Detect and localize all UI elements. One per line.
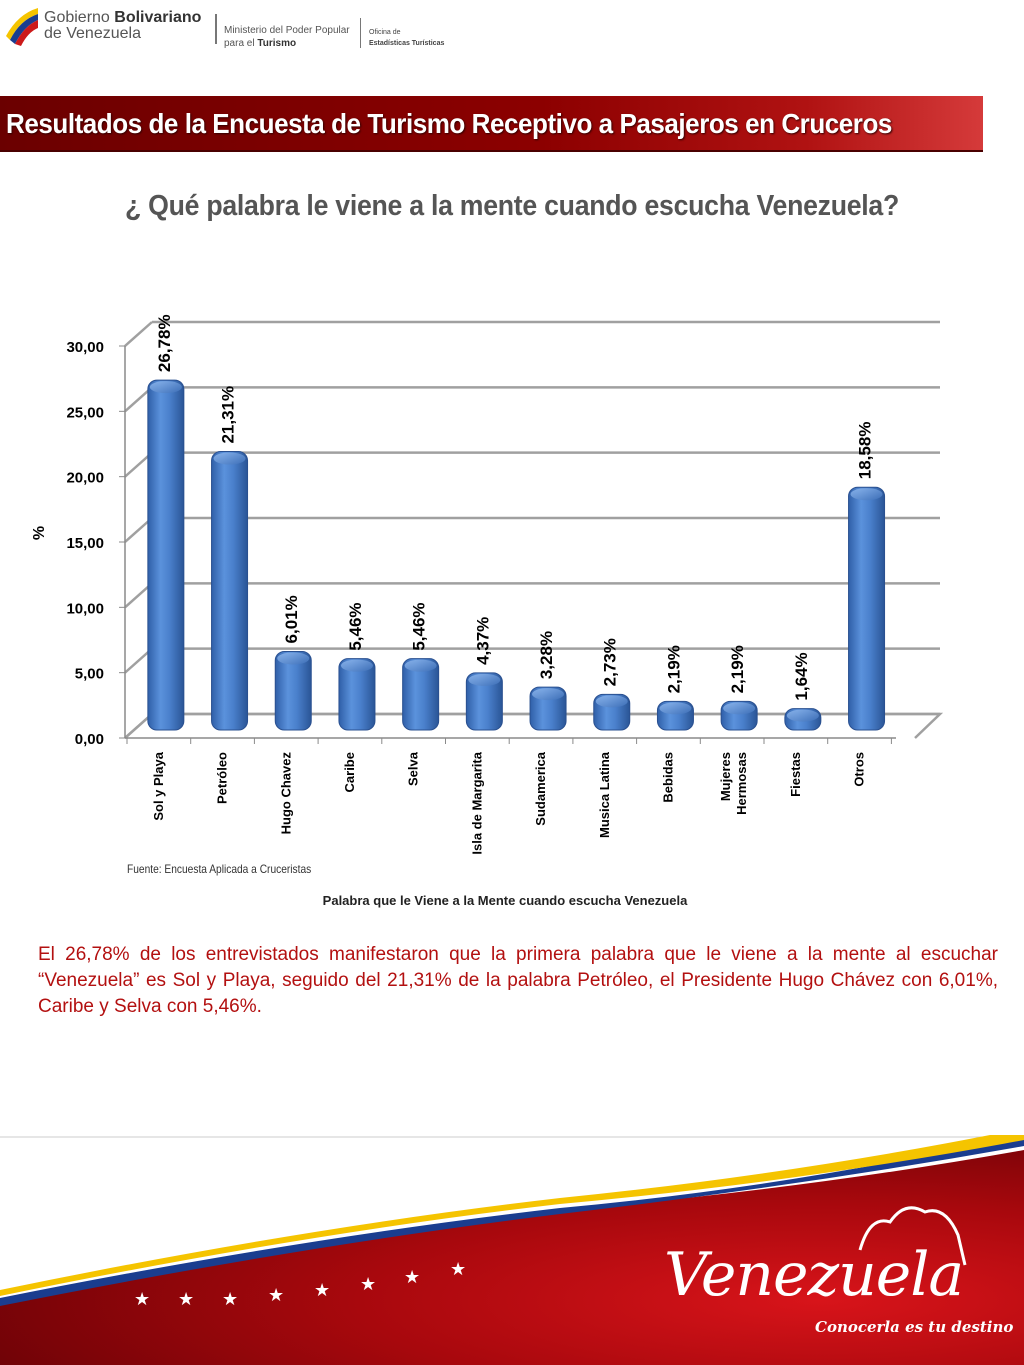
y-tick-label: 5,00 xyxy=(75,666,104,683)
gov-line2: de Venezuela xyxy=(44,25,141,42)
bar xyxy=(656,700,694,731)
bar xyxy=(274,650,312,731)
office-line1: Oficina de xyxy=(369,29,401,36)
data-label: 26,78% xyxy=(155,314,174,372)
category-label: Caribe xyxy=(342,752,357,792)
category-label: MujeresHermosas xyxy=(718,752,749,815)
category-label: Isla de Margarita xyxy=(469,751,484,854)
svg-text:★: ★ xyxy=(178,1289,194,1310)
category-label: Sudamerica xyxy=(533,751,548,825)
bar xyxy=(465,672,503,731)
bar xyxy=(848,486,886,731)
office-line2: Estadísticas Turísticas xyxy=(369,40,445,47)
footer-slogan: Conocerla es tu destino xyxy=(815,1318,1014,1336)
footer-banner: ★ ★ ★ ★ ★ ★ ★ ★ xyxy=(0,1135,1024,1365)
header-separator xyxy=(215,14,217,44)
office-logo-text: Oficina de Estadísticas Turísticas xyxy=(369,27,444,49)
gov-line1-b: Bolivariano xyxy=(114,9,202,26)
tepui-mountain-icon xyxy=(858,1206,967,1266)
data-label: 2,73% xyxy=(601,638,620,686)
category-label: Fiestas xyxy=(788,752,803,797)
y-tick-label: 30,00 xyxy=(66,339,104,356)
category-label: Petróleo xyxy=(215,752,230,804)
y-tick-label: 20,00 xyxy=(66,470,104,487)
svg-text:★: ★ xyxy=(268,1285,284,1306)
data-label: 5,46% xyxy=(410,602,429,650)
header-separator-2 xyxy=(360,18,361,48)
y-tick-label: 0,00 xyxy=(75,731,104,748)
category-label: Sol y Playa xyxy=(151,751,166,820)
data-label: 2,19% xyxy=(728,645,747,693)
page-title: Resultados de la Encuesta de Turismo Rec… xyxy=(6,108,892,139)
data-label: 21,31% xyxy=(219,386,238,444)
ministry-line1: Ministerio del Poder Popular xyxy=(224,25,350,36)
ministry-logo-text: Ministerio del Poder Popular para el Tur… xyxy=(224,24,350,50)
ministry-line2-a: para el xyxy=(224,38,255,49)
y-axis-label: % xyxy=(31,526,48,540)
svg-text:★: ★ xyxy=(222,1289,238,1310)
chart-caption: Palabra que le Viene a la Mente cuando e… xyxy=(322,893,688,908)
government-logo-text: Gobierno Bolivariano de Venezuela xyxy=(44,10,201,42)
data-label: 3,28% xyxy=(537,631,556,679)
data-label: 18,58% xyxy=(856,422,875,480)
title-banner: Resultados de la Encuesta de Turismo Rec… xyxy=(0,96,983,152)
svg-text:★: ★ xyxy=(404,1267,420,1288)
summary-paragraph: El 26,78% de los entrevistados manifesta… xyxy=(38,944,998,1017)
category-label: Musica Latina xyxy=(597,751,612,838)
venezuela-flag-logo-icon xyxy=(6,8,38,46)
bar xyxy=(593,693,631,731)
bar xyxy=(147,379,185,731)
footer-brand: Venezuela xyxy=(664,1240,964,1310)
category-label: Bebidas xyxy=(660,752,675,803)
y-tick-label: 25,00 xyxy=(66,404,104,421)
bar xyxy=(529,686,567,731)
bar xyxy=(211,451,249,731)
bar xyxy=(402,658,440,731)
source-note: Fuente: Encuesta Aplicada a Cruceristas xyxy=(127,862,312,876)
footer-stars: ★ ★ ★ ★ ★ ★ ★ ★ xyxy=(134,1259,466,1310)
bar xyxy=(338,658,376,731)
bar xyxy=(784,708,822,731)
category-label: Otros xyxy=(852,752,867,787)
svg-text:★: ★ xyxy=(360,1274,376,1295)
data-label: 1,64% xyxy=(792,652,811,700)
data-label: 2,19% xyxy=(664,645,683,693)
data-label: 5,46% xyxy=(346,602,365,650)
bar xyxy=(720,700,758,731)
data-label: 6,01% xyxy=(282,595,301,643)
y-tick-label: 15,00 xyxy=(66,535,104,552)
svg-text:★: ★ xyxy=(314,1280,330,1301)
chart-question: ¿ Qué palabra le viene a la mente cuando… xyxy=(124,190,900,222)
data-label: 4,37% xyxy=(473,617,492,665)
category-label: Hugo Chavez xyxy=(278,752,293,835)
ministry-line2-b: Turismo xyxy=(257,38,297,49)
y-tick-label: 10,00 xyxy=(66,600,104,617)
category-label: Selva xyxy=(406,751,421,786)
bar-chart: 0,00 5,00 10,00 15,00 20,00 25,00 30,00% 26,78%… xyxy=(31,314,944,855)
svg-text:★: ★ xyxy=(134,1289,150,1310)
gov-line1-a: Gobierno xyxy=(44,9,110,26)
svg-text:★: ★ xyxy=(450,1259,466,1280)
